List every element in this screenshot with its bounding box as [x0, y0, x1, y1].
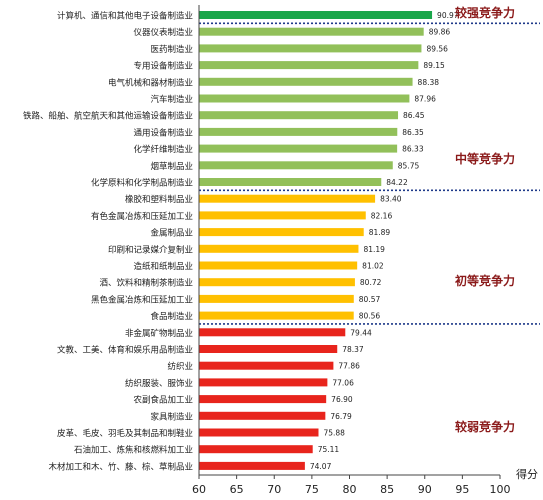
category-label: 烟草制品业 — [150, 161, 193, 172]
category-label: 电气机械和器材制造业 — [108, 77, 193, 88]
category-label: 纺织业 — [167, 361, 193, 372]
x-tick-label: 75 — [305, 483, 319, 496]
value-label: 86.35 — [402, 128, 424, 137]
category-label: 计算机、通信和其他电子设备制造业 — [57, 11, 193, 22]
value-label: 80.72 — [360, 278, 382, 287]
category-label: 印刷和记录媒介复制业 — [108, 244, 193, 255]
bar — [199, 127, 398, 136]
bar — [199, 378, 328, 387]
category-label: 汽车制造业 — [150, 94, 193, 105]
bar — [199, 445, 313, 454]
bar — [199, 144, 398, 153]
tier-label-basic: 初等竞争力 — [455, 274, 516, 288]
bar — [199, 244, 359, 253]
category-label: 专用设备制造业 — [133, 61, 193, 72]
value-label: 86.33 — [402, 145, 424, 154]
bar — [199, 11, 433, 19]
bar — [199, 311, 354, 320]
category-label: 家具制造业 — [150, 411, 193, 422]
bar — [199, 161, 393, 170]
category-label: 化学纤维制造业 — [133, 144, 193, 155]
value-label: 84.22 — [386, 178, 408, 187]
bar — [199, 194, 376, 203]
value-label: 81.89 — [369, 228, 391, 237]
category-label: 铁路、船舶、航空航天和其他运输设备制造业 — [23, 111, 193, 122]
category-label: 非金属矿物制品业 — [125, 328, 193, 339]
value-label: 76.90 — [331, 395, 353, 404]
bar — [199, 44, 422, 53]
bar — [199, 361, 334, 370]
x-tick-label: 80 — [343, 483, 357, 496]
tier-label-medium: 中等竞争力 — [455, 152, 516, 166]
value-label: 78.37 — [342, 345, 364, 354]
category-label: 金属制品业 — [150, 228, 193, 239]
category-label: 木材加工和木、竹、藤、棕、草制品业 — [48, 461, 193, 472]
bar — [199, 61, 419, 70]
category-label: 黑色金属冶炼和压延加工业 — [91, 294, 193, 305]
value-label: 89.56 — [426, 44, 448, 53]
value-label: 77.06 — [332, 378, 354, 387]
category-label: 橡胶和塑料制品业 — [125, 194, 193, 205]
value-label: 89.15 — [423, 61, 445, 70]
value-label: 88.38 — [418, 78, 440, 87]
value-label: 79.44 — [350, 328, 372, 337]
category-label: 通用设备制造业 — [133, 127, 193, 138]
value-label: 81.19 — [363, 245, 385, 254]
tier-label-strong: 较强竞争力 — [455, 6, 516, 20]
category-label: 酒、饮料和精制茶制造业 — [99, 278, 193, 289]
bar — [199, 228, 364, 237]
bar — [199, 411, 326, 420]
value-label: 77.86 — [338, 362, 360, 371]
x-tick-label: 100 — [490, 483, 511, 496]
bar — [199, 278, 355, 287]
bar — [199, 94, 410, 103]
value-label: 85.75 — [398, 161, 420, 170]
bar — [199, 461, 305, 470]
x-tick-label: 90 — [418, 483, 432, 496]
value-label: 83.40 — [380, 195, 402, 204]
value-label: 76.79 — [330, 412, 352, 421]
category-label: 化学原料和化学制品制造业 — [91, 178, 193, 189]
x-tick-label: 95 — [455, 483, 469, 496]
value-label: 75.11 — [318, 445, 340, 454]
bar — [199, 261, 358, 270]
category-label: 食品制造业 — [150, 311, 193, 322]
x-tick-label: 60 — [192, 483, 206, 496]
value-label: 89.86 — [429, 28, 451, 37]
value-label: 82.16 — [371, 211, 393, 220]
bar — [199, 328, 346, 337]
value-label: 80.57 — [359, 295, 381, 304]
x-axis-label: 得分 — [516, 468, 538, 481]
category-label: 文教、工美、体育和娱乐用品制造业 — [57, 345, 193, 356]
value-label: 87.96 — [414, 95, 436, 104]
value-label: 90.97 — [437, 11, 459, 20]
bar — [199, 111, 399, 120]
category-label: 石油加工、炼焦和核燃料加工业 — [74, 445, 193, 456]
bar — [199, 77, 413, 86]
category-label: 医药制造业 — [150, 44, 193, 55]
x-tick-label: 70 — [267, 483, 281, 496]
bar — [199, 211, 366, 220]
bar — [199, 178, 382, 186]
x-tick-label: 85 — [380, 483, 394, 496]
category-label: 造纸和纸制品业 — [133, 261, 193, 272]
tier-label-weak: 较弱竞争力 — [455, 420, 516, 434]
category-label: 农副食品加工业 — [133, 395, 193, 406]
category-label: 仪器仪表制造业 — [133, 27, 193, 38]
value-label: 81.02 — [362, 262, 384, 271]
value-label: 74.07 — [310, 462, 332, 471]
value-label: 86.45 — [403, 111, 425, 120]
bar — [199, 27, 424, 36]
bar — [199, 395, 327, 404]
category-label: 皮革、毛皮、羽毛及其制品和制鞋业 — [57, 428, 193, 439]
bar — [199, 345, 338, 353]
bar — [199, 294, 354, 303]
x-tick-label: 65 — [230, 483, 244, 496]
category-label: 有色金属冶炼和压延加工业 — [91, 211, 193, 222]
bar — [199, 428, 319, 437]
value-label: 80.56 — [359, 312, 381, 321]
value-label: 75.88 — [323, 429, 345, 438]
category-label: 纺织服装、服饰业 — [125, 378, 193, 389]
